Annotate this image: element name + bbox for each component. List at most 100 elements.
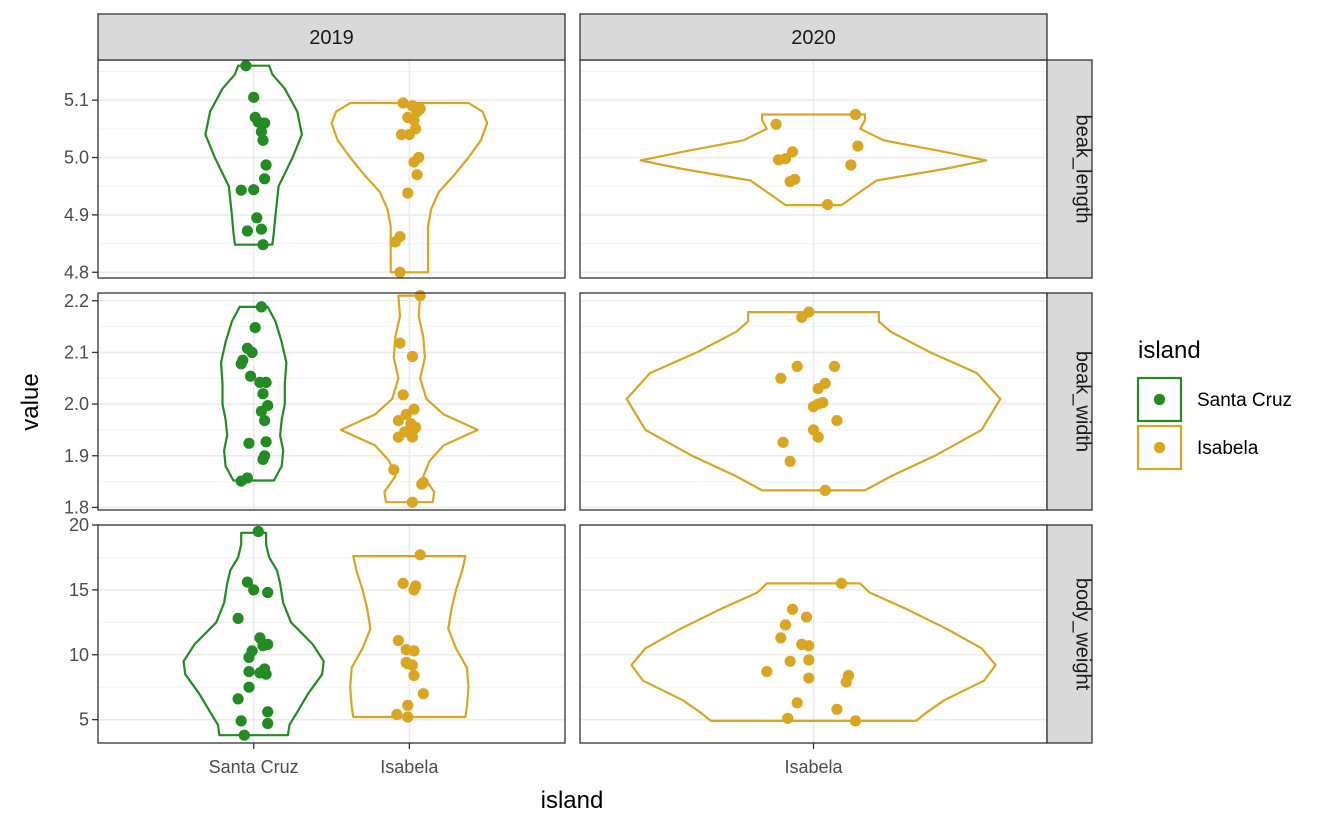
data-point (262, 717, 274, 730)
data-point (255, 126, 267, 138)
strip-2019 (97, 13, 566, 61)
data-point (852, 140, 864, 152)
data-point (796, 311, 808, 323)
data-point (255, 405, 267, 417)
data-point (260, 668, 272, 680)
data-point (394, 266, 406, 278)
x-tick-label: Santa Cruz (209, 757, 299, 777)
data-point (406, 350, 418, 363)
data-point (812, 383, 824, 395)
data-point (791, 360, 803, 372)
data-point (251, 212, 263, 224)
data-point (411, 169, 423, 181)
data-point (235, 475, 247, 487)
data-point (408, 669, 420, 682)
y-tick-label: 1.9 (64, 446, 89, 466)
data-point (828, 360, 841, 372)
data-point (845, 159, 857, 171)
violin-body_weight-2019-isabela (349, 555, 470, 719)
data-point (255, 301, 267, 313)
data-point (414, 549, 426, 561)
x-tick-label: Isabela (784, 757, 843, 777)
data-point (249, 322, 261, 334)
data-point (260, 436, 272, 448)
panel-border (97, 524, 566, 744)
violin-beak_width-2020-isabela (625, 311, 1002, 492)
data-point (831, 703, 843, 715)
legend-label: Santa Cruz (1197, 390, 1292, 411)
data-point (406, 431, 418, 443)
data-point (262, 586, 274, 599)
panel-bg-beak_length-2019 (98, 60, 565, 278)
data-point (255, 223, 267, 235)
y-tick-label: 4.9 (64, 205, 89, 225)
violin-beak_length-2020-isabela (639, 113, 988, 207)
data-point (784, 176, 796, 188)
strip-2020 (579, 13, 1048, 61)
data-point (408, 645, 420, 657)
data-point (784, 455, 796, 467)
data-point (260, 159, 272, 171)
data-point (821, 199, 834, 211)
y-tick-label: 1.8 (64, 497, 89, 517)
data-point (786, 146, 799, 158)
data-point (849, 108, 862, 121)
violin-beak_length-2019-isabela (330, 101, 489, 274)
data-point (414, 290, 426, 302)
data-point (819, 484, 831, 496)
data-point (241, 576, 253, 588)
data-point (259, 173, 271, 185)
data-point (400, 408, 412, 420)
data-point (807, 401, 820, 413)
data-point (402, 711, 414, 723)
data-point (779, 619, 792, 631)
panel-bg-beak_width-2019 (98, 293, 565, 510)
legend-label: Isabela (1197, 438, 1259, 459)
data-point (408, 114, 420, 126)
data-point (245, 370, 257, 382)
data-point (402, 187, 414, 199)
data-point (248, 584, 260, 596)
panel-bg-body_weight-2019 (98, 525, 565, 743)
data-point (402, 658, 414, 670)
data-point (800, 611, 813, 623)
y-tick-label: 20 (69, 515, 89, 535)
data-point (235, 184, 247, 196)
data-point (259, 415, 271, 427)
data-point (761, 666, 773, 678)
y-tick-label: 5.1 (64, 90, 89, 110)
strip-label-2019: 2019 (309, 27, 354, 49)
data-point (414, 103, 426, 115)
data-point (770, 118, 782, 130)
data-point (803, 672, 815, 684)
data-point (391, 708, 403, 721)
y-tick-label: 4.8 (64, 262, 89, 282)
data-point (406, 496, 418, 508)
legend: island Santa Cruz Isabela (1136, 337, 1292, 471)
data-point (262, 706, 274, 718)
data-point (395, 129, 408, 141)
data-point (243, 681, 255, 693)
data-point (257, 239, 269, 251)
violin-body_weight-2019-santa-cruz (182, 531, 325, 737)
y-tick-label: 5.0 (64, 148, 89, 168)
data-point (803, 640, 815, 652)
violin-beak_length-2019-santa-cruz (204, 64, 303, 246)
strip-label-2020: 2020 (791, 27, 836, 49)
data-point (392, 431, 404, 443)
legend-dot (1153, 393, 1166, 406)
data-point (243, 437, 255, 449)
strip-label-beak_width: beak_width (1072, 351, 1094, 452)
data-point (257, 640, 269, 652)
data-point (408, 156, 420, 168)
x-axis-title: island (541, 787, 604, 814)
y-tick-label: 2.2 (64, 291, 89, 311)
strip-body_weight (1046, 524, 1093, 744)
data-point (417, 688, 429, 700)
data-point (775, 632, 787, 644)
y-tick-label: 10 (69, 645, 89, 665)
data-point (246, 346, 258, 358)
y-tick-label: 15 (69, 580, 89, 600)
data-point (416, 478, 428, 490)
